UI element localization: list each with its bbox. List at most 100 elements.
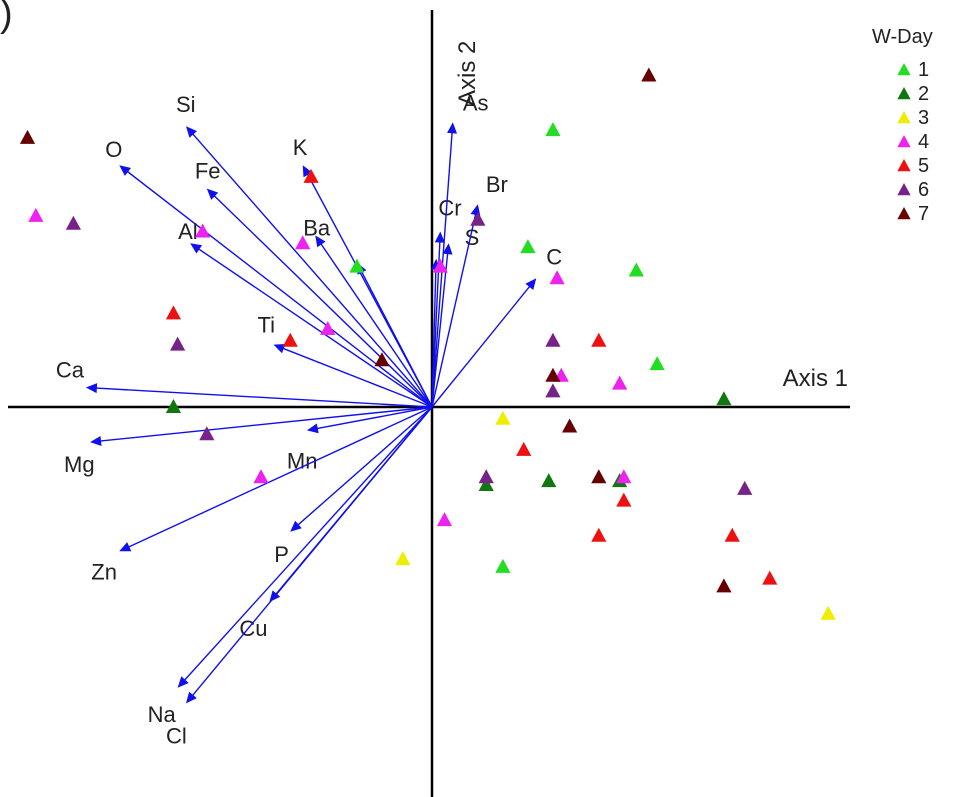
vector-arrowhead-fe	[206, 188, 219, 200]
point-wday-7-2	[374, 352, 390, 367]
vector-label-ca: Ca	[56, 358, 85, 383]
vector-arrowhead-al	[190, 243, 203, 254]
point-wday-6-6	[478, 469, 494, 484]
vector-arrowhead-na	[177, 676, 189, 688]
point-wday-4-9	[616, 469, 632, 484]
vector-label-cr: Cr	[438, 196, 461, 221]
vector-arrowhead-cr	[434, 231, 445, 243]
point-wday-6-4	[545, 383, 561, 398]
vector-label-mg: Mg	[64, 452, 95, 477]
vector-arrowhead-zn	[119, 542, 132, 552]
point-wday-6-1	[470, 211, 486, 226]
vector-cl	[189, 406, 433, 700]
vector-arrowhead-ti	[273, 343, 286, 354]
point-wday-5-0	[303, 168, 319, 183]
legend-label-3: 3	[918, 107, 929, 129]
vector-fe	[210, 192, 433, 408]
point-wday-5-6	[591, 527, 607, 542]
point-wday-2-1	[716, 391, 732, 406]
vector-o	[123, 168, 433, 408]
vector-label-na: Na	[148, 702, 177, 727]
point-wday-6-3	[170, 336, 186, 351]
vector-mg	[95, 406, 433, 443]
vector-arrowhead-s	[442, 243, 453, 255]
vector-s	[431, 249, 449, 408]
vector-label-c: C	[546, 244, 562, 269]
point-wday-4-4	[549, 270, 565, 285]
vector-label-o: O	[105, 137, 122, 162]
point-wday-5-4	[516, 441, 532, 456]
legend-label-5: 5	[918, 155, 929, 177]
axis-1-label: Axis 1	[783, 365, 848, 392]
legend-label-2: 2	[918, 83, 929, 105]
point-wday-4-1	[195, 223, 211, 238]
vector-arrowhead-mg	[90, 436, 102, 446]
point-wday-6-2	[545, 332, 561, 347]
point-wday-2-2	[478, 477, 494, 491]
vector-mn	[312, 406, 433, 430]
point-wday-1-2	[628, 262, 644, 277]
vector-label-fe: Fe	[195, 159, 221, 184]
vector-zn	[124, 406, 433, 550]
vector-arrowhead-si	[185, 126, 197, 138]
vector-label-br: Br	[486, 172, 508, 197]
vector-ca	[91, 387, 433, 408]
vector-arrowhead-c	[525, 278, 537, 290]
vector-label-al: Al	[178, 219, 198, 244]
point-wday-4-0	[28, 207, 44, 222]
point-wday-7-6	[716, 578, 732, 593]
score-points	[19, 67, 836, 620]
vector-si	[189, 130, 433, 408]
point-wday-3-0	[495, 410, 511, 425]
legend-marker-2	[897, 87, 911, 100]
vector-arrowhead-p	[290, 520, 302, 532]
vector-arrowhead-k	[302, 165, 313, 178]
point-wday-5-3	[591, 332, 607, 347]
point-wday-3-2	[820, 605, 836, 620]
vector-label-ti: Ti	[258, 313, 276, 338]
point-wday-7-5	[591, 469, 607, 484]
point-wday-5-2	[282, 332, 298, 347]
point-wday-3-1	[395, 551, 411, 566]
vector-label-mn: Mn	[287, 448, 318, 473]
axis-2-label: Axis 2	[454, 41, 481, 106]
point-wday-5-8	[762, 570, 778, 585]
point-wday-5-7	[724, 527, 740, 542]
vector-arrowhead-o	[119, 165, 132, 176]
legend-label-7: 7	[918, 203, 929, 225]
point-wday-6-0	[65, 215, 81, 230]
legend-marker-6	[897, 183, 911, 196]
vector-c	[431, 282, 534, 408]
vector-na	[181, 406, 433, 684]
legend-label-6: 6	[918, 179, 929, 201]
point-wday-4-7	[612, 375, 628, 390]
point-wday-1-1	[520, 239, 536, 254]
point-wday-4-5	[320, 321, 336, 335]
legend-marker-4	[897, 135, 911, 148]
corner-panel-label: )	[0, 0, 13, 35]
vector-label-zn: Zn	[91, 559, 117, 584]
vector-label-si: Si	[176, 92, 196, 117]
vector-arrowhead-ca	[85, 383, 98, 394]
point-wday-2-3	[541, 473, 557, 488]
vector-unlabeled-6	[359, 267, 433, 408]
point-wday-7-1	[641, 67, 657, 82]
point-wday-5-5	[616, 492, 632, 507]
legend-label-4: 4	[918, 131, 929, 153]
point-wday-7-0	[19, 129, 36, 144]
point-wday-2-0	[165, 399, 182, 413]
point-wday-4-8	[253, 469, 269, 484]
vector-label-ba: Ba	[303, 215, 331, 240]
vector-label-p: P	[274, 542, 289, 567]
legend-label-1: 1	[918, 59, 929, 81]
point-wday-1-0	[545, 122, 561, 137]
legend-marker-3	[897, 111, 911, 124]
vector-label-cl: Cl	[166, 723, 187, 748]
point-wday-4-3	[432, 258, 448, 273]
legend-marker-1	[897, 63, 911, 76]
vector-label-as: As	[463, 90, 489, 115]
legend-title: W-Day	[872, 26, 933, 48]
vector-br	[431, 209, 478, 408]
